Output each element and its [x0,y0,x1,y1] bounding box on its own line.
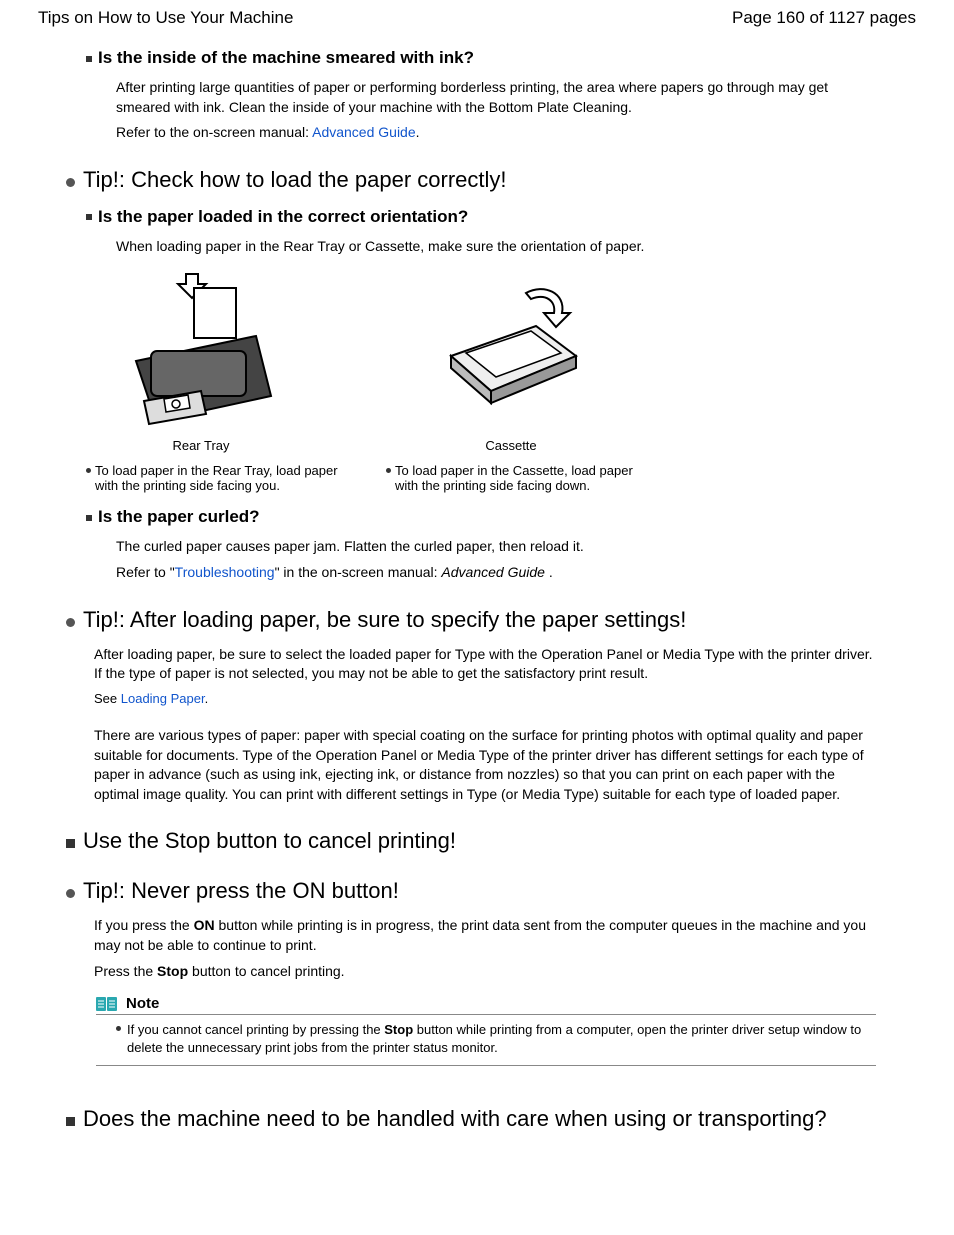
advanced-guide-link[interactable]: Advanced Guide [312,124,416,140]
bullet-icon [66,618,75,627]
printer-images: Rear Tray Cassette [116,266,916,453]
cassette-caption: Cassette [426,438,596,453]
bullet-icon [386,468,391,473]
ink-smear-desc: After printing large quantities of paper… [116,78,876,117]
orientation-desc: When loading paper in the Rear Tray or C… [116,237,876,257]
cassette-instruction: To load paper in the Cassette, load pape… [386,463,656,493]
on-button-desc: If you press the ON button while printin… [94,916,876,955]
note-box: Note If you cannot cancel printing by pr… [96,995,876,1066]
note-body: If you cannot cancel printing by pressin… [96,1021,876,1066]
bullet-icon [66,889,75,898]
tip-paper-settings: Tip!: After loading paper, be sure to sp… [66,607,916,633]
section-orientation: Is the paper loaded in the correct orien… [86,207,916,227]
bullet-icon [86,214,92,220]
settings-desc: After loading paper, be sure to select t… [94,645,876,684]
settings-desc2: There are various types of paper: paper … [94,726,876,804]
section-transport: Does the machine need to be handled with… [66,1106,916,1132]
bullet-icon [66,1117,75,1126]
ink-smear-ref: Refer to the on-screen manual: Advanced … [116,123,876,143]
stop-button-desc: Press the Stop button to cancel printing… [94,962,876,982]
bullet-icon [66,178,75,187]
rear-tray-instruction: To load paper in the Rear Tray, load pap… [86,463,356,493]
troubleshooting-link[interactable]: Troubleshooting [175,564,275,580]
curled-desc: The curled paper causes paper jam. Flatt… [116,537,876,557]
note-title: Note [126,995,159,1012]
bullet-icon [86,515,92,521]
cassette-image [426,266,596,436]
page-number: Page 160 of 1127 pages [732,8,916,28]
tip-load-paper: Tip!: Check how to load the paper correc… [66,167,916,193]
bullet-icon [66,839,75,848]
bullet-icon [86,468,91,473]
loading-paper-link[interactable]: Loading Paper [121,691,205,706]
tip-on-button: Tip!: Never press the ON button! [66,878,916,904]
rear-tray-caption: Rear Tray [116,438,286,453]
section-curled: Is the paper curled? [86,507,916,527]
section-ink-smear: Is the inside of the machine smeared wit… [86,48,916,68]
header-title: Tips on How to Use Your Machine [38,8,293,28]
note-icon [96,996,118,1012]
settings-see: See Loading Paper. [94,690,876,708]
section-stop-button: Use the Stop button to cancel printing! [66,828,916,854]
rear-tray-image [116,266,286,436]
bullet-icon [86,56,92,62]
curled-ref: Refer to "Troubleshooting" in the on-scr… [116,563,876,583]
bullet-icon [116,1026,121,1031]
page-header: Tips on How to Use Your Machine Page 160… [38,8,916,28]
